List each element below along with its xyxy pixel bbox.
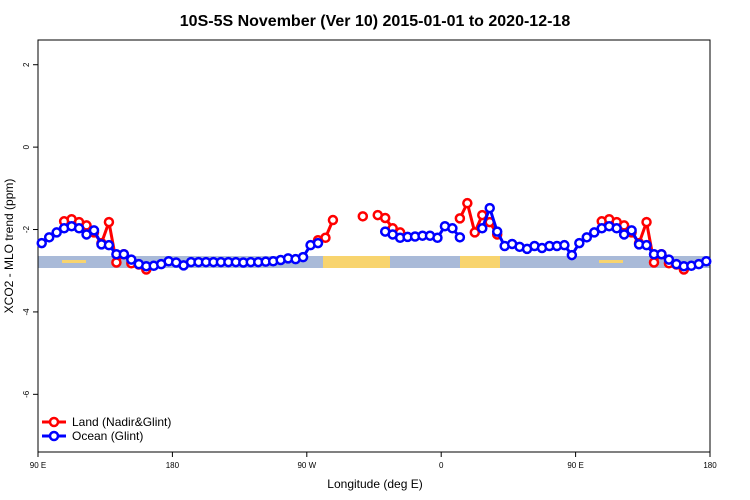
data-point: [81, 229, 92, 240]
y-tick-label: 0: [22, 144, 31, 149]
data-point: [559, 239, 570, 251]
data-point: [462, 197, 473, 209]
y-tick-label: -4: [22, 308, 31, 316]
x-tick-label: 0: [439, 461, 444, 470]
x-axis-label: Longitude (deg E): [327, 477, 422, 491]
data-point: [73, 223, 85, 234]
data-point: [327, 214, 339, 226]
data-point: [574, 237, 585, 249]
y-tick-label: 2: [22, 62, 31, 67]
data-point: [88, 225, 100, 236]
land-strip: [599, 260, 623, 263]
data-point: [484, 202, 495, 214]
x-tick-label: 90 W: [297, 461, 316, 470]
data-point: [126, 254, 137, 265]
data-point: [43, 232, 55, 243]
legend-label: Land (Nadir&Glint): [72, 415, 171, 429]
data-point: [447, 223, 458, 234]
plot-frame: [37, 39, 711, 453]
y-axis-label: XCO2 - MLO trend (ppm): [2, 179, 16, 314]
data-point: [297, 251, 309, 263]
legend-marker: [48, 430, 60, 442]
data-point: [626, 225, 637, 236]
legend-label: Ocean (Glint): [72, 429, 143, 443]
data-point: [701, 255, 712, 267]
data-point: [320, 232, 331, 244]
data-point: [611, 223, 622, 234]
data-point: [103, 239, 115, 251]
y-tick-label: -6: [22, 390, 31, 398]
data-point: [566, 249, 578, 261]
data-point: [103, 216, 115, 228]
data-point: [648, 257, 660, 268]
data-point: [357, 211, 369, 222]
data-point: [454, 232, 466, 243]
x-tick-label: 90 E: [567, 461, 583, 470]
data-point: [379, 212, 391, 224]
land-strip: [323, 256, 390, 268]
data-point: [51, 227, 62, 238]
data-point: [432, 232, 443, 244]
data-point: [469, 227, 481, 238]
data-point: [618, 229, 630, 240]
x-tick-label: 180: [703, 461, 717, 470]
x-tick-label: 180: [166, 461, 180, 470]
data-point: [36, 237, 47, 249]
data-point: [641, 216, 652, 228]
data-point: [118, 248, 130, 260]
land-strip: [62, 260, 86, 263]
data-point: [111, 257, 122, 268]
y-tick-label: -2: [22, 225, 31, 233]
data-point: [491, 226, 503, 237]
chart-title: 10S-5S November (Ver 10) 2015-01-01 to 2…: [180, 13, 571, 30]
legend-marker: [48, 416, 60, 428]
data-point: [656, 248, 667, 260]
data-point: [589, 227, 600, 238]
data-point: [641, 239, 652, 251]
x-tick-label: 90 E: [30, 461, 46, 470]
data-point: [663, 254, 675, 265]
land-strip: [460, 256, 500, 268]
data-point: [312, 237, 324, 249]
data-point: [581, 232, 593, 243]
data-point: [477, 223, 488, 234]
data-point: [454, 213, 466, 224]
